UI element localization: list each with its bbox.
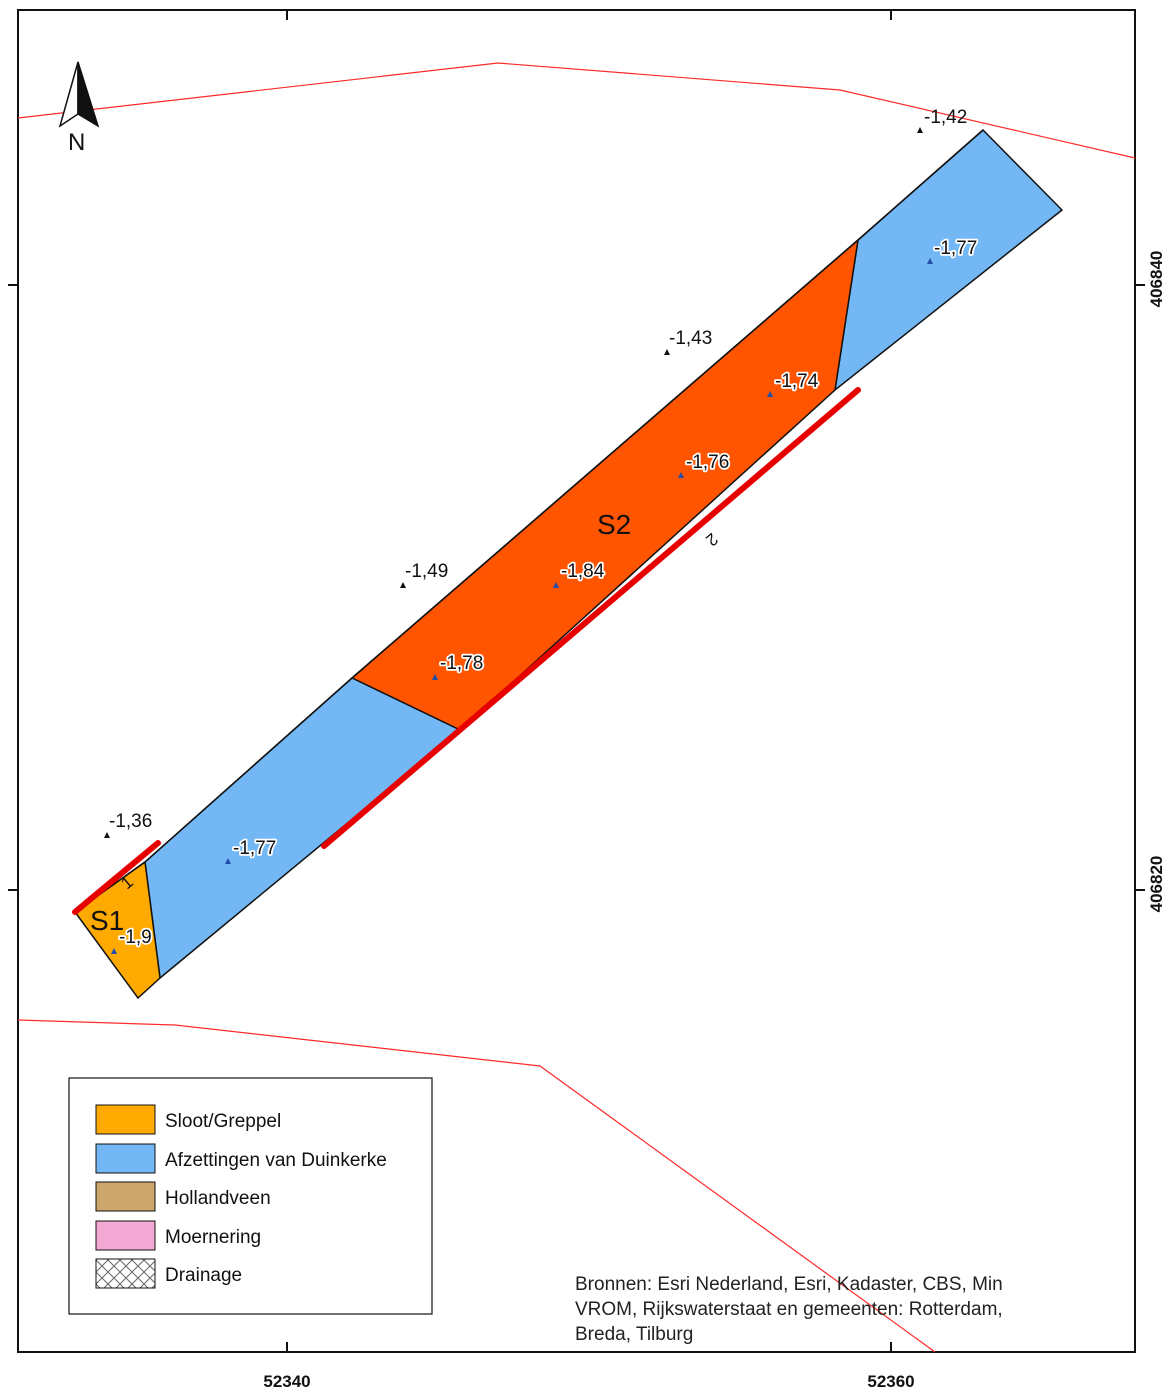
trench-lines — [72, 387, 861, 915]
y-tick-label: 406840 — [1147, 251, 1166, 308]
parcel-boundaries — [17, 62, 1136, 1353]
point-label: -1,43 — [669, 328, 712, 349]
point-marker — [664, 349, 670, 355]
legend-label: Afzettingen van Duinkerke — [165, 1150, 387, 1171]
legend-label: Drainage — [165, 1265, 242, 1286]
legend-swatch-moernering — [95, 1220, 156, 1251]
point-label: -1,9 — [119, 927, 152, 948]
parcel-boundary-south — [17, 1019, 936, 1353]
north-arrow-icon: N — [58, 61, 100, 156]
point-marker — [553, 582, 559, 588]
point-marker — [917, 127, 923, 133]
legend-swatch-hollandveen — [95, 1181, 156, 1212]
point-marker — [400, 582, 406, 588]
trench-outline-north — [74, 129, 984, 913]
point-marker — [225, 858, 231, 864]
point-marker — [111, 948, 117, 954]
legend-label: Moernering — [165, 1227, 261, 1248]
legend-swatch-duinkerke — [95, 1143, 156, 1174]
y-tick-label: 406820 — [1147, 856, 1166, 913]
zones — [73, 128, 1064, 1000]
legend: Sloot/Greppel Afzettingen van Duinkerke … — [68, 1077, 433, 1315]
source-attribution: Bronnen: Esri Nederland, Esri, Kadaster,… — [575, 1274, 1003, 1345]
legend-swatch-drainage — [95, 1258, 156, 1289]
parcel-boundary-north — [17, 62, 1136, 159]
x-tick-label: 52360 — [867, 1372, 914, 1391]
point-label: -1,42 — [924, 107, 967, 128]
source-line: Bronnen: Esri Nederland, Esri, Kadaster,… — [575, 1274, 1003, 1295]
trench-2-line — [321, 387, 861, 849]
point-marker — [104, 832, 110, 838]
zone-label-s1: S1 — [90, 905, 124, 936]
point-label: -1,84 — [561, 561, 605, 582]
source-line: Breda, Tilburg — [575, 1324, 693, 1345]
point-label: -1,74 — [775, 371, 819, 392]
legend-label: Hollandveen — [165, 1188, 271, 1209]
point-label: -1,49 — [405, 561, 448, 582]
north-arrow-label: N — [68, 129, 85, 156]
point-marker — [927, 258, 933, 264]
source-line: VROM, Rijkswaterstaat en gemeenten: Rott… — [575, 1299, 1003, 1320]
point-label: -1,77 — [934, 238, 977, 259]
point-marker — [767, 391, 773, 397]
point-marker — [432, 674, 438, 680]
point-marker — [678, 472, 684, 478]
point-label: -1,76 — [686, 452, 729, 473]
trench-1-line — [72, 840, 161, 915]
x-tick-label: 52340 — [263, 1372, 310, 1391]
zone-label-s2: S2 — [597, 509, 631, 540]
point-label: -1,78 — [440, 653, 483, 674]
point-label: -1,77 — [233, 838, 276, 859]
legend-label: Sloot/Greppel — [165, 1111, 281, 1132]
legend-swatch-sloot — [95, 1104, 156, 1135]
point-label: -1,36 — [109, 811, 152, 832]
tick-marks — [8, 10, 1145, 1352]
point-markers — [104, 127, 933, 954]
